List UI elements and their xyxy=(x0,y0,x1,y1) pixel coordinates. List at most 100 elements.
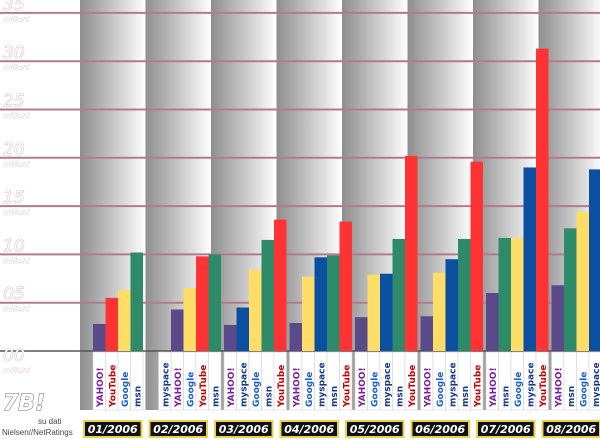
youtube-logo-text: YouTube xyxy=(473,365,483,408)
youtube-logo-text: YouTube xyxy=(408,365,418,408)
youtube-logo-text: YouTube xyxy=(277,365,287,408)
myspace-logo-text: myspace xyxy=(161,362,171,407)
myspace-logo-text: myspace xyxy=(592,362,600,407)
y-unit-label: milioni xyxy=(3,305,30,314)
google-logo-text: Google xyxy=(121,372,131,407)
brand-logos: YAHOO! YouTube Google msn myspace YAHOO! Googl… xyxy=(92,351,600,411)
myspace-logo-icon xyxy=(588,351,600,411)
source-label: su dati xyxy=(38,417,62,426)
google-logo-text: Google xyxy=(514,372,524,407)
y-unit-label: milioni xyxy=(3,366,30,375)
bar-myspace xyxy=(589,169,600,351)
month-labels: 01/2006 02/2006 03/2006 04/2006 05/2006 06/20… xyxy=(83,420,600,438)
google-logo-text: Google xyxy=(186,372,196,407)
msn-logo-text: msn xyxy=(395,386,405,407)
bar-youtube xyxy=(536,48,549,351)
bar-youtube xyxy=(339,221,352,351)
yahoo-logo-text: YAHOO! xyxy=(227,367,237,408)
youtube-logo-text: YouTube xyxy=(108,365,118,408)
y-tick-label: 30 xyxy=(3,43,25,63)
month-box xyxy=(214,420,274,438)
y-tick-label: 25 xyxy=(3,92,25,112)
bar-yahoo xyxy=(289,322,302,351)
month-box xyxy=(279,420,339,438)
y-tick-label: 35 xyxy=(3,0,25,15)
bar-youtube xyxy=(470,161,483,351)
bar-msn xyxy=(208,254,221,351)
bar-msn xyxy=(564,228,577,351)
myspace-logo-text: myspace xyxy=(526,362,536,407)
msn-logo-text: msn xyxy=(330,386,340,407)
x-tick-label: 06/2006 xyxy=(415,423,465,436)
y-unit-label: milioni xyxy=(3,256,30,265)
myspace-logo-text: myspace xyxy=(383,362,393,407)
bar-youtube xyxy=(105,297,118,351)
bar-myspace xyxy=(380,273,393,351)
msn-logo-text: msn xyxy=(264,386,274,407)
youtube-logo-text: YouTube xyxy=(342,365,352,408)
bar-yahoo xyxy=(551,285,564,351)
y-unit-label: milioni xyxy=(3,15,30,24)
bar-yahoo xyxy=(420,316,433,351)
bar-google xyxy=(367,274,380,351)
y-tick-label: 10 xyxy=(3,236,25,256)
bar-msn xyxy=(458,238,471,351)
bar-yahoo xyxy=(93,323,106,351)
youtube-logo-icon xyxy=(404,351,418,411)
x-tick-label: 04/2006 xyxy=(284,423,334,436)
google-logo-text: Google xyxy=(305,372,315,407)
x-tick-label: 07/2006 xyxy=(481,423,531,436)
msn-logo-text: msn xyxy=(133,386,143,407)
x-tick-label: 05/2006 xyxy=(350,423,400,436)
bars xyxy=(93,48,600,351)
bar-google xyxy=(118,290,131,351)
bar-yahoo xyxy=(355,317,368,351)
x-tick-label: 02/2006 xyxy=(153,423,203,436)
msn-logo-text: msn xyxy=(501,386,511,407)
bar-yahoo xyxy=(486,293,499,351)
y-tick-label: 00 xyxy=(3,346,25,366)
y-axis: 00milioni05milioni10milioni15milioni20mi… xyxy=(3,0,31,375)
month-box xyxy=(148,420,208,438)
youtube-logo-text: YouTube xyxy=(199,365,209,408)
month-box xyxy=(541,420,600,438)
bar-youtube xyxy=(274,219,287,351)
bar-msn xyxy=(261,239,274,351)
y-unit-label: milioni xyxy=(3,208,30,217)
msn-logo-text: msn xyxy=(567,386,577,407)
bar-myspace xyxy=(445,259,458,351)
msn-logo-icon xyxy=(130,351,144,411)
youtube-logo-text: YouTube xyxy=(539,365,549,408)
youtube-logo-icon xyxy=(273,351,287,411)
source-name: Nielsen//NetRatings xyxy=(2,428,73,437)
y-unit-label: milioni xyxy=(3,63,30,72)
bar-google xyxy=(511,237,524,351)
source-block: 7B! su dati Nielsen//NetRatings xyxy=(2,391,73,438)
bar-yahoo xyxy=(171,309,184,351)
bar-google xyxy=(302,276,315,351)
bar-yahoo xyxy=(224,324,237,351)
yahoo-logo-text: YAHOO! xyxy=(292,367,302,408)
bar-myspace xyxy=(523,167,536,351)
myspace-logo-text: myspace xyxy=(239,362,249,407)
youtube-logo-icon xyxy=(535,351,549,411)
y-tick-label: 20 xyxy=(3,140,25,160)
google-logo-text: Google xyxy=(579,372,589,407)
x-tick-label: 08/2006 xyxy=(546,423,596,436)
myspace-logo-text: myspace xyxy=(448,362,458,407)
google-logo-text: Google xyxy=(252,372,262,407)
month-box xyxy=(410,420,470,438)
msn-logo-text: msn xyxy=(461,386,471,407)
youtube-logo-icon xyxy=(339,351,353,411)
yahoo-logo-text: YAHOO! xyxy=(358,367,368,408)
site-logo: 7B! xyxy=(3,391,45,416)
bar-msn xyxy=(327,255,340,351)
yahoo-logo-text: YAHOO! xyxy=(554,367,564,408)
x-tick-label: 03/2006 xyxy=(219,423,269,436)
month-box xyxy=(345,420,405,438)
bar-google xyxy=(183,288,196,351)
bar-msn xyxy=(392,238,405,351)
yahoo-logo-text: YAHOO! xyxy=(96,367,106,408)
bar-myspace xyxy=(314,257,327,351)
